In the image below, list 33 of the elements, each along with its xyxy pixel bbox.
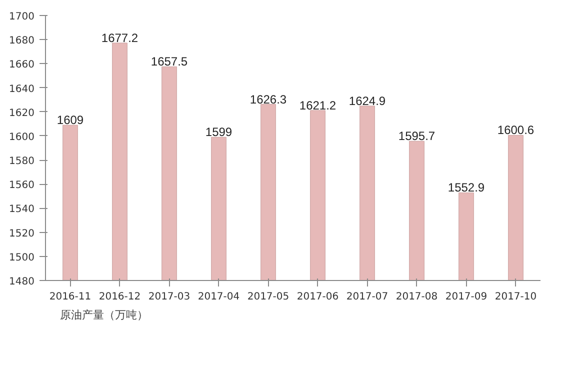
data-label: 1621.2 <box>299 98 336 112</box>
x-tick-label: 2017-06 <box>296 292 339 302</box>
data-label: 1624.9 <box>348 94 386 108</box>
y-tick-label: 1700 <box>9 12 35 22</box>
x-tick-label: 2017-07 <box>346 292 388 302</box>
text: 原油产量（万吨） <box>60 308 148 322</box>
y-tick-label: 1680 <box>9 36 35 47</box>
y-tick-label: 1620 <box>9 108 35 119</box>
y-tick-label: 1480 <box>9 276 35 288</box>
data-label: 1552.9 <box>448 180 485 195</box>
data-label: 1609 <box>56 113 84 128</box>
y-tick-label: 1600 <box>9 132 35 143</box>
x-tick-label: 2017-10 <box>494 292 537 302</box>
x-tick-label: 2017-03 <box>148 292 190 302</box>
y-tick-label: 1500 <box>9 252 35 264</box>
x-tick-label: 2016-11 <box>49 292 92 302</box>
y-tick-label: 1660 <box>9 60 35 71</box>
y-tick-label: 1580 <box>9 156 35 168</box>
x-tick-label: 2017-09 <box>445 292 488 302</box>
data-label: 1657.5 <box>150 54 188 69</box>
y-tick-label: 1540 <box>9 204 35 216</box>
y-tick-label: 1560 <box>9 180 35 192</box>
x-tick-label: 2017-04 <box>198 292 240 302</box>
data-label: 1626.3 <box>250 92 287 106</box>
data-label: 1677.2 <box>101 30 138 45</box>
y-tick-label: 1520 <box>9 228 35 240</box>
x-tick-label: 2016-12 <box>98 292 141 302</box>
y-tick-label: 1640 <box>9 84 35 95</box>
x-tick-label: 2017-05 <box>247 292 290 302</box>
data-label: 1595.7 <box>398 129 436 144</box>
data-label: 1600.6 <box>497 123 534 138</box>
x-tick-label: 2017-08 <box>396 292 438 302</box>
data-label: 1599 <box>205 125 232 140</box>
